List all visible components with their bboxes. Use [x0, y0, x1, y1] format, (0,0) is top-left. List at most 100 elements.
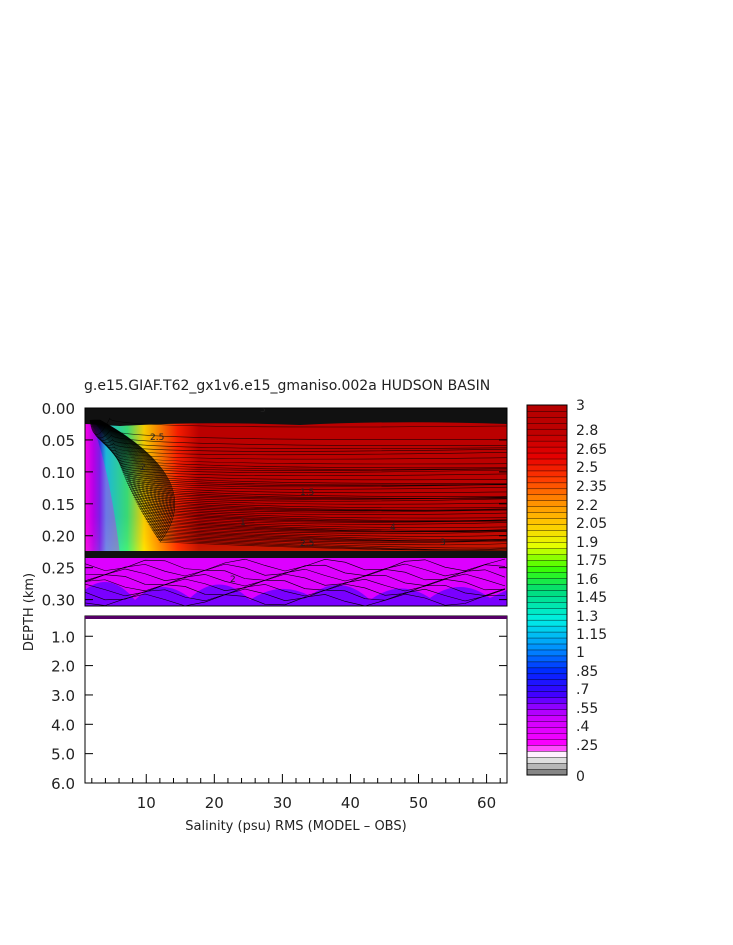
colorbar-band — [526, 750, 568, 758]
x-tick-label: 30 — [273, 794, 292, 812]
colorbar-band — [526, 762, 568, 770]
y-axis-upper: 0.00 0.05 0.10 0.15 0.20 0.25 0.30 — [42, 400, 507, 610]
colorbar-label: 2.05 — [576, 516, 607, 532]
surface-dark-band — [85, 408, 507, 426]
contour-line — [97, 419, 507, 537]
contour-line-deep — [85, 558, 506, 572]
colorbar-band — [526, 494, 568, 501]
contour-label: 4 — [390, 523, 396, 533]
contour-line — [97, 419, 507, 533]
contour-label: 3 — [260, 405, 266, 415]
colorbar-band — [526, 744, 568, 752]
colorbar-label: 1.6 — [576, 572, 598, 588]
colorbar-band — [526, 434, 568, 442]
colorbar-band — [526, 470, 568, 478]
contour-line — [99, 419, 507, 551]
colorbar-band — [526, 738, 568, 746]
colorbar-band — [526, 571, 568, 579]
colorbar-band — [526, 404, 568, 412]
colorbar-label: 1.45 — [576, 590, 607, 606]
contour-line-deep — [85, 588, 506, 602]
y-tick-label: 1.0 — [51, 628, 75, 646]
colorbar-band — [526, 530, 568, 537]
contour-line — [92, 419, 507, 486]
contour-label: 1 — [240, 518, 246, 528]
colorbar-label: 1 — [576, 645, 585, 661]
contour-label: 2 — [230, 575, 236, 585]
y-tick-label: 0.05 — [42, 432, 75, 450]
contour-label: 2 — [140, 463, 146, 473]
colorbar-band — [526, 583, 568, 591]
y-tick-label: 0.10 — [42, 464, 75, 482]
colorbar-frame — [526, 404, 568, 776]
colorbar-band — [526, 506, 568, 513]
colorbar-label: .55 — [576, 701, 598, 717]
contour-line — [95, 419, 507, 519]
colorbar — [526, 404, 568, 776]
colorbar-band — [526, 524, 568, 531]
contour-line-deep — [85, 573, 506, 587]
colorbar-band — [526, 709, 568, 716]
colorbar-band — [526, 768, 568, 776]
y-tick-label: 0.15 — [42, 496, 75, 514]
contour-line — [96, 419, 507, 523]
colorbar-band — [526, 536, 568, 543]
contour-line-deep — [85, 563, 506, 577]
contour-line — [92, 419, 507, 481]
contour-line — [97, 419, 507, 534]
colorbar-label: 3 — [576, 398, 585, 414]
contour-line — [98, 419, 507, 542]
colorbar-band — [526, 512, 568, 519]
colorbar-band — [526, 607, 568, 615]
lower-panel-frame — [84, 615, 508, 784]
colorbar-label: 2.65 — [576, 442, 607, 458]
colorbar-band — [526, 589, 568, 597]
contour-line — [99, 419, 507, 546]
contour-line-deep — [85, 578, 506, 592]
colorbar-band — [526, 727, 568, 734]
thermocline-dark-band — [85, 551, 507, 558]
contour-line-deep — [85, 593, 506, 606]
contour-label: 1.5 — [300, 488, 314, 498]
colorbar-band — [526, 661, 568, 669]
colorbar-band — [526, 601, 568, 609]
colorbar-band — [526, 613, 568, 621]
colorbar-band — [526, 733, 568, 740]
contour-line — [95, 419, 507, 515]
colorbar-band — [526, 649, 568, 657]
contour-line — [97, 419, 507, 532]
y-tick-label: 3.0 — [51, 687, 75, 705]
colorbar-band — [526, 452, 568, 460]
colorbar-label: 1.9 — [576, 535, 598, 551]
contour-line — [94, 419, 507, 505]
colorbar-band — [526, 643, 568, 651]
colorbar-label: 1.75 — [576, 553, 607, 569]
contour-line — [96, 419, 507, 525]
colorbar-label: .85 — [576, 664, 598, 680]
x-tick-label: 10 — [137, 794, 156, 812]
colorbar-label: .7 — [576, 682, 589, 698]
colorbar-band — [526, 691, 568, 698]
colorbar-band — [526, 721, 568, 728]
colorbar-band — [526, 625, 568, 633]
contour-line — [93, 419, 507, 497]
colorbar-label: 1.15 — [576, 627, 607, 643]
contour-line-deep — [85, 568, 506, 582]
colorbar-band — [526, 756, 568, 764]
colorbar-band — [526, 715, 568, 722]
colorbar-band — [526, 679, 568, 686]
y-tick-label: 2.0 — [51, 658, 75, 676]
colorbar-band — [526, 697, 568, 704]
contour-line — [99, 419, 507, 551]
colorbar-label: 2.35 — [576, 479, 607, 495]
contour-line — [96, 419, 507, 522]
colorbar-band — [526, 595, 568, 603]
colorbar-band — [526, 464, 568, 472]
contour-line — [98, 419, 507, 543]
colorbar-band — [526, 577, 568, 585]
contour-line — [95, 419, 507, 513]
colorbar-band — [526, 482, 568, 490]
chart-title: g.e15.GIAF.T62_gx1v6.e15_gmaniso.002a HU… — [84, 378, 490, 394]
colorbar-band — [526, 553, 568, 561]
colorbar-band — [526, 667, 568, 675]
